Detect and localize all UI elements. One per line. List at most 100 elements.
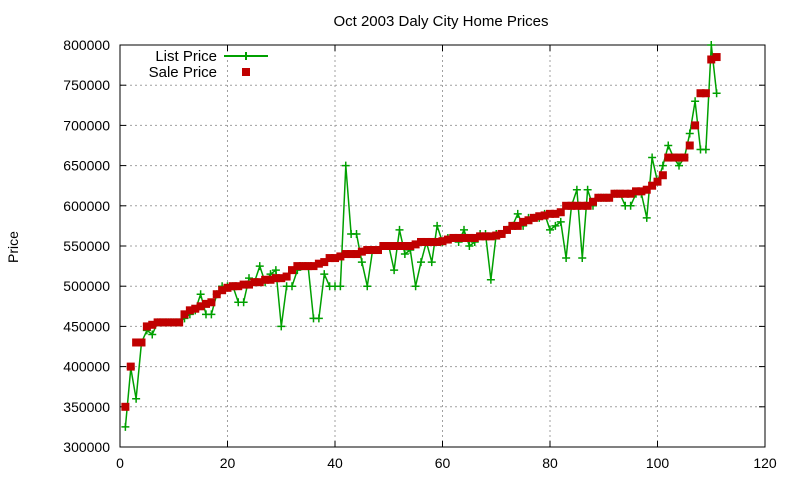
sale-price-point [427, 237, 436, 246]
y-tick-label: 350000 [63, 399, 110, 415]
sale-price-point [207, 298, 216, 307]
sale-price-point [239, 280, 248, 289]
y-tick-label: 800000 [63, 37, 110, 53]
sale-price-point [304, 262, 313, 271]
sale-price-point [529, 213, 538, 222]
sale-price-point [368, 246, 377, 255]
list-price-point [132, 394, 141, 403]
list-price-point [196, 290, 205, 299]
sale-price-point [669, 153, 678, 162]
sale-price-point [540, 211, 549, 220]
sale-price-point [680, 153, 689, 162]
sale-price-point [395, 242, 404, 250]
x-tick-label: 40 [327, 455, 343, 471]
sale-price-point [175, 318, 184, 327]
list-price-point [417, 258, 425, 267]
list-price-point [400, 250, 409, 259]
sale-price-point [374, 246, 382, 255]
sale-price-point [417, 237, 425, 246]
sale-price-point [245, 280, 253, 289]
list-price-point [513, 209, 522, 218]
grid [120, 45, 765, 447]
sale-price-point [701, 89, 710, 98]
sale-price-point [621, 189, 630, 198]
sale-price-point [384, 242, 393, 250]
x-tick-label: 120 [753, 455, 777, 471]
list-price-point [341, 161, 350, 170]
list-price-point [486, 275, 495, 284]
list-price-point [314, 314, 323, 323]
sale-price-point [524, 216, 533, 225]
sale-price-point [675, 153, 683, 162]
y-tick-label: 450000 [63, 318, 110, 334]
sale-price-point [126, 362, 135, 371]
axis-ticks: 300000 350000 400000 450000 500000 550000 6000… [63, 37, 777, 471]
list-price-point [288, 282, 296, 291]
sale-price-point [433, 237, 442, 246]
sale-price-point [653, 177, 662, 186]
legend-marker-list-price [242, 52, 250, 60]
y-axis-label: Price [5, 231, 21, 263]
y-tick-label: 300000 [63, 439, 110, 455]
sale-price-point [589, 197, 597, 206]
list-price-point [390, 266, 399, 275]
sale-price-point [320, 258, 329, 267]
sale-price-point [379, 242, 388, 250]
sale-price-point [685, 141, 694, 150]
list-price-point [664, 141, 673, 150]
list-price-point [336, 282, 345, 291]
sale-price-point [438, 237, 447, 246]
x-tick-label: 20 [220, 455, 236, 471]
list-price-point [691, 97, 700, 106]
sale-price-point [234, 282, 243, 291]
sale-price-point [594, 193, 603, 202]
y-tick-label: 700000 [63, 117, 110, 133]
sale-price-point [712, 53, 721, 62]
sale-price-point [551, 209, 560, 218]
y-tick-label: 400000 [63, 359, 110, 375]
list-price-point [658, 161, 667, 170]
sale-price-point [476, 232, 485, 241]
sale-price-point [169, 318, 178, 327]
sale-price-point [228, 282, 237, 291]
sale-price-point [535, 212, 544, 221]
list-price-point [578, 254, 587, 263]
sale-price-point [497, 229, 506, 238]
sale-price-point [271, 274, 280, 283]
sale-price-point [411, 240, 420, 249]
sale-price-point [562, 201, 571, 210]
list-price-point [707, 41, 716, 49]
sale-price-series [121, 53, 721, 411]
sale-price-point [632, 187, 640, 196]
sale-price-point [626, 189, 635, 198]
list-price-point [239, 298, 248, 307]
sale-price-point [153, 318, 162, 327]
sale-price-point [142, 322, 151, 331]
sale-price-point [610, 189, 619, 198]
sale-price-point [422, 237, 431, 246]
x-tick-label: 80 [542, 455, 558, 471]
list-price-point [320, 270, 329, 279]
sale-price-point [223, 283, 232, 292]
list-price-point [562, 254, 571, 263]
sale-price-point [255, 278, 264, 287]
list-price-point [546, 225, 554, 234]
list-price-point [121, 422, 130, 431]
list-price-point [551, 221, 560, 230]
legend-marker-sale-price [242, 68, 250, 76]
sale-price-point [341, 250, 350, 259]
list-price-point [572, 185, 581, 194]
sale-price-point [180, 310, 189, 319]
y-tick-label: 650000 [63, 158, 110, 174]
sale-price-point [185, 306, 194, 315]
sale-price-point [277, 274, 286, 283]
sale-price-point [191, 304, 200, 313]
sale-price-point [137, 338, 146, 347]
sale-price-point [266, 275, 275, 284]
sale-price-point [406, 242, 415, 250]
sale-price-point [390, 242, 399, 250]
list-price-point [712, 89, 721, 98]
sale-price-point [513, 221, 522, 230]
list-price-point [255, 262, 264, 271]
sale-price-point [492, 231, 501, 240]
